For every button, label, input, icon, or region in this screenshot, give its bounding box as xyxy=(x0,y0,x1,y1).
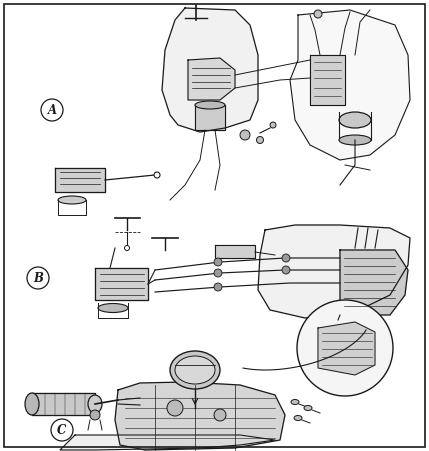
Circle shape xyxy=(90,410,100,420)
Ellipse shape xyxy=(195,101,225,109)
Circle shape xyxy=(214,283,222,291)
Circle shape xyxy=(257,137,263,143)
Circle shape xyxy=(154,172,160,178)
Polygon shape xyxy=(195,105,225,130)
Ellipse shape xyxy=(304,405,312,410)
Ellipse shape xyxy=(98,304,128,313)
Circle shape xyxy=(214,258,222,266)
Ellipse shape xyxy=(339,112,371,128)
Polygon shape xyxy=(162,8,258,132)
Polygon shape xyxy=(318,322,375,375)
Ellipse shape xyxy=(88,395,102,413)
Polygon shape xyxy=(60,435,275,450)
Circle shape xyxy=(297,300,393,396)
Polygon shape xyxy=(258,225,410,318)
Circle shape xyxy=(214,409,226,421)
Text: A: A xyxy=(48,103,57,116)
Circle shape xyxy=(51,419,73,441)
Ellipse shape xyxy=(58,196,86,204)
Polygon shape xyxy=(290,10,410,160)
Polygon shape xyxy=(32,393,95,415)
Circle shape xyxy=(41,99,63,121)
Text: B: B xyxy=(33,272,43,285)
Circle shape xyxy=(270,122,276,128)
Circle shape xyxy=(214,269,222,277)
Polygon shape xyxy=(115,382,285,450)
Polygon shape xyxy=(95,268,148,300)
Polygon shape xyxy=(188,58,235,100)
Circle shape xyxy=(282,266,290,274)
Polygon shape xyxy=(215,245,255,258)
Ellipse shape xyxy=(339,135,371,145)
Circle shape xyxy=(314,10,322,18)
Circle shape xyxy=(240,130,250,140)
Polygon shape xyxy=(340,250,408,315)
Ellipse shape xyxy=(170,351,220,389)
Polygon shape xyxy=(55,168,105,192)
Ellipse shape xyxy=(291,400,299,405)
Polygon shape xyxy=(310,55,345,105)
Ellipse shape xyxy=(294,415,302,420)
Circle shape xyxy=(282,254,290,262)
Circle shape xyxy=(27,267,49,289)
Circle shape xyxy=(124,245,130,250)
Text: C: C xyxy=(57,423,66,437)
Ellipse shape xyxy=(25,393,39,415)
Circle shape xyxy=(167,400,183,416)
Ellipse shape xyxy=(175,356,215,384)
